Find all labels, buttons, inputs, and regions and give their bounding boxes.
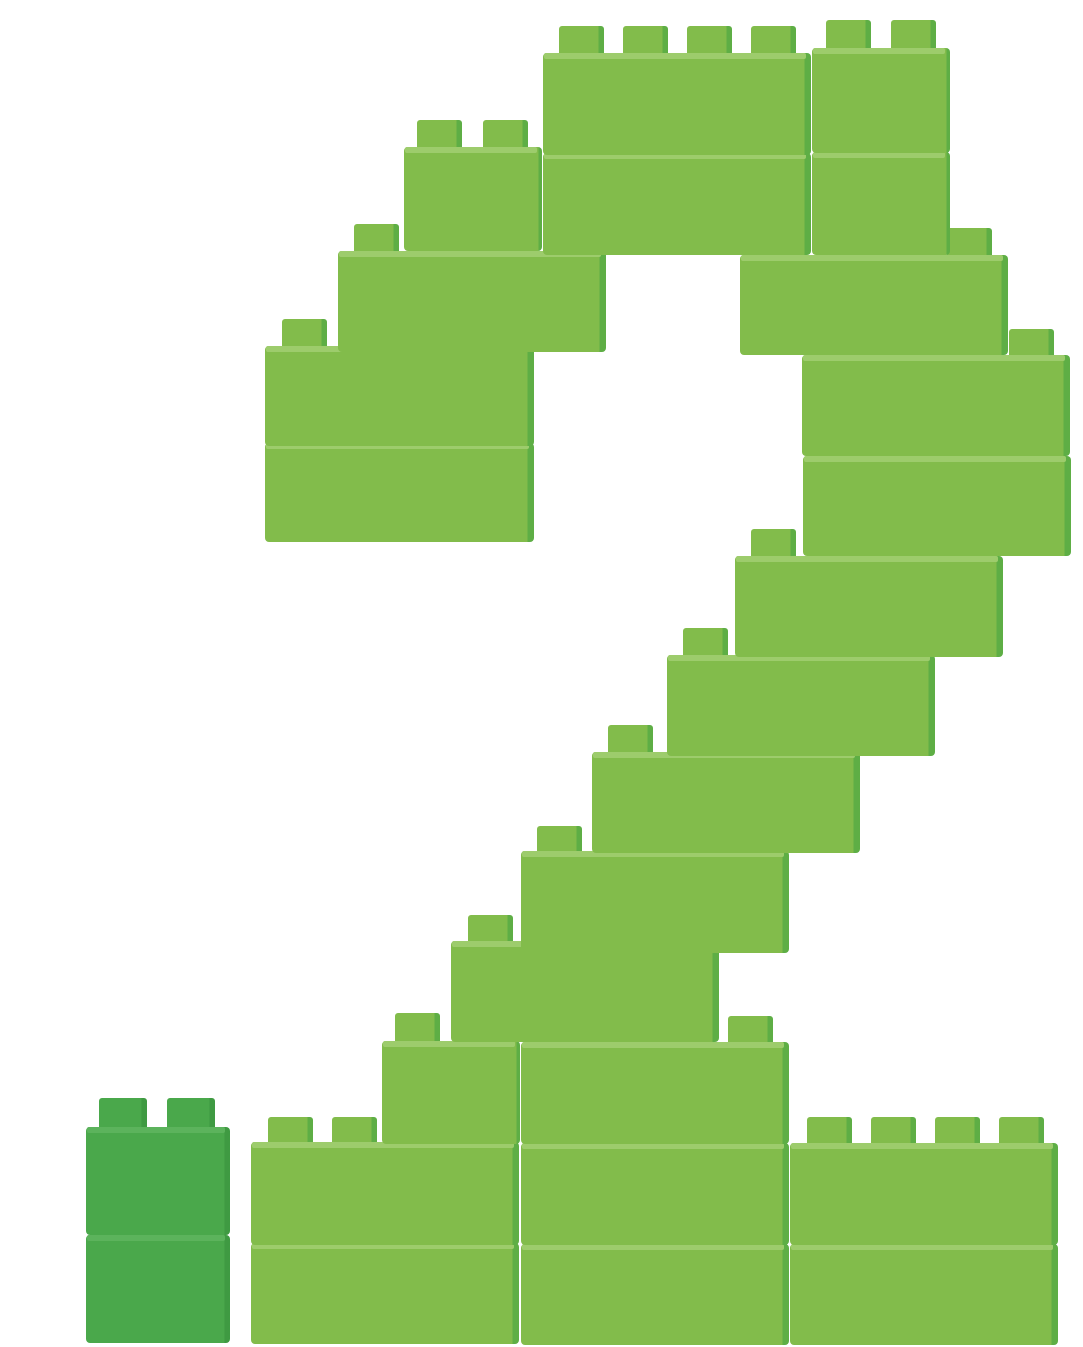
brick: [740, 228, 1008, 355]
brick-stud: [623, 26, 668, 57]
brick-stud: [1009, 329, 1054, 359]
brick-stud: [999, 1117, 1044, 1147]
brick-stud: [332, 1117, 377, 1146]
brick-highlight: [813, 152, 945, 158]
brick-stud: [268, 1117, 313, 1146]
brick: [338, 224, 606, 352]
brick: [543, 26, 811, 155]
brick-body: [790, 1143, 1058, 1245]
brick: [667, 628, 935, 756]
brick-stud: [354, 224, 399, 255]
brick-stud: [417, 120, 462, 151]
brick-highlight: [804, 456, 1066, 462]
brick-highlight: [522, 1143, 784, 1149]
brick-stud: [807, 1117, 852, 1147]
brick-body: [451, 941, 719, 1042]
brick-highlight: [383, 1041, 515, 1047]
brick-highlight: [87, 1235, 225, 1241]
brick-body: [521, 1143, 789, 1245]
brick-stud: [751, 529, 796, 560]
brick: [521, 1244, 789, 1345]
brick-stud: [687, 26, 732, 57]
brick-stud: [751, 26, 796, 57]
brick: [521, 1016, 789, 1144]
brick: [790, 1117, 1058, 1245]
brick: [790, 1244, 1058, 1345]
brick-highlight: [87, 1127, 225, 1133]
brick-body: [592, 752, 860, 853]
brick: [803, 456, 1071, 556]
brick: [735, 529, 1003, 657]
brick-body: [265, 443, 534, 542]
brick-body: [86, 1235, 230, 1343]
brick: [812, 152, 950, 255]
brick-body: [404, 147, 542, 251]
brick-highlight: [791, 1244, 1053, 1250]
brick-body: [265, 346, 534, 446]
brick-body: [802, 355, 1070, 456]
brick-highlight: [339, 251, 601, 257]
brick-body: [382, 1041, 520, 1144]
brick: [251, 1243, 519, 1344]
brick-body: [521, 851, 789, 953]
brick-body: [251, 1243, 519, 1344]
brick-stud: [947, 228, 992, 259]
brick-highlight: [736, 556, 998, 562]
brick-stud: [935, 1117, 980, 1147]
brick: [382, 1013, 520, 1144]
brick: [812, 20, 950, 153]
brick-highlight: [741, 255, 1003, 261]
brick: [543, 153, 811, 255]
brick: [86, 1098, 230, 1235]
brick-body: [521, 1244, 789, 1345]
brick: [802, 329, 1070, 456]
brick-stud: [282, 319, 327, 350]
brick-body: [812, 152, 950, 255]
brick-body: [803, 456, 1071, 556]
brick-stud: [728, 1016, 773, 1046]
brick-highlight: [791, 1143, 1053, 1149]
brick-stud: [559, 26, 604, 57]
brick: [86, 1235, 230, 1343]
brick-body: [740, 255, 1008, 355]
brick-stud: [167, 1098, 215, 1131]
brick-stud: [468, 915, 513, 945]
brick-highlight: [522, 1244, 784, 1250]
brick-body: [735, 556, 1003, 657]
brick-stud: [99, 1098, 147, 1131]
brick-highlight: [813, 48, 945, 54]
brick: [592, 725, 860, 853]
brick-stud: [608, 725, 653, 756]
brick: [251, 1117, 519, 1245]
brick-stud: [395, 1013, 440, 1045]
brick-highlight: [803, 355, 1065, 361]
brick-stud: [826, 20, 871, 52]
brick-stud: [683, 628, 728, 659]
brick: [404, 120, 542, 251]
brick-highlight: [544, 53, 806, 59]
brick: [265, 443, 534, 542]
brick-body: [338, 251, 606, 352]
brick-stud: [871, 1117, 916, 1147]
brick-highlight: [522, 1042, 784, 1048]
brick-body: [790, 1244, 1058, 1345]
brick-stud: [483, 120, 528, 151]
brick-body: [521, 1042, 789, 1144]
brick-stud: [537, 826, 582, 855]
brick-highlight: [405, 147, 537, 153]
brick-body: [543, 153, 811, 255]
brick: [521, 1143, 789, 1245]
brick-body: [543, 53, 811, 155]
brick-body: [86, 1127, 230, 1235]
brick-stud: [891, 20, 936, 52]
brick-body: [667, 655, 935, 756]
brick-body: [251, 1142, 519, 1245]
brick-body: [812, 48, 950, 153]
